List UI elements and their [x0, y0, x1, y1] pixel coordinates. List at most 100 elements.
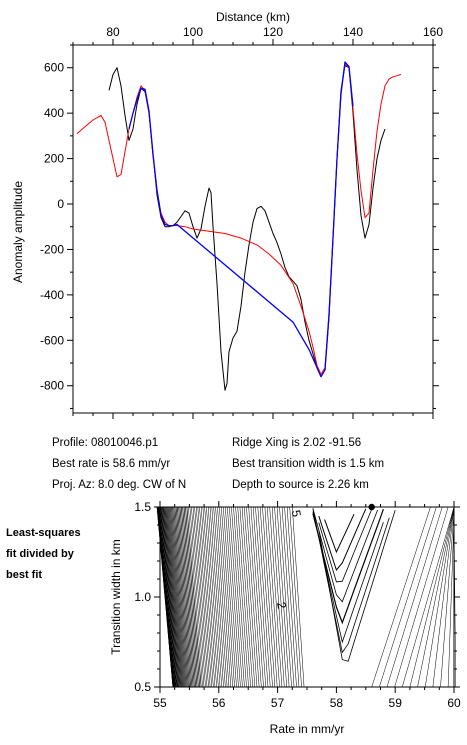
- side-label-line: best fit: [6, 569, 43, 581]
- contour-line: [440, 513, 455, 688]
- contour-line: [186, 506, 202, 688]
- contour-line: [279, 506, 292, 688]
- contour-line: [417, 506, 455, 688]
- contour-line: [192, 506, 208, 688]
- contour-line: [178, 506, 194, 688]
- y-axis-title: Anomaly amplitude: [11, 181, 25, 283]
- misfit-contour-chart: 5 2 55 56 57 58 59 60 0.5 1.0 1.5 Rate in mm/yr T…: [109, 500, 461, 736]
- contour-x-axis-title: Rate in mm/yr: [270, 722, 345, 736]
- series-line-2: [128, 61, 354, 378]
- contour-line: [195, 506, 211, 688]
- contour-line: [264, 506, 278, 688]
- y-tick-label: 600: [44, 61, 64, 75]
- contour-line: [276, 506, 290, 688]
- plot1-frame: [72, 44, 434, 414]
- contour-line: [173, 506, 189, 688]
- profile-name: Profile: 08010046.p1: [52, 437, 159, 449]
- contour-line: [176, 506, 193, 688]
- contour-line: [237, 506, 251, 688]
- x-tick-label: 140: [343, 25, 363, 39]
- contour-line: [194, 506, 209, 688]
- contour-line: [183, 506, 199, 688]
- x-tick-label: 58: [330, 696, 344, 710]
- contour-line: [164, 506, 180, 688]
- contour-line: [379, 506, 437, 688]
- contour-line: [180, 506, 197, 688]
- y-tick-label: 1.0: [134, 590, 151, 604]
- contour-line: [209, 506, 224, 688]
- contour-line: [286, 506, 300, 688]
- series-line-1: [76, 62, 402, 375]
- contour-y-axis-title: Transition width in km: [109, 539, 123, 655]
- contour-line: [168, 506, 185, 688]
- contour-line: [259, 506, 273, 688]
- contour-line: [432, 508, 455, 688]
- contour-line: [204, 506, 219, 688]
- contour-line: [217, 506, 232, 688]
- contour-line: [160, 506, 178, 688]
- contour-line: [394, 506, 449, 688]
- contour-line: [211, 506, 226, 688]
- contour-line: [402, 506, 455, 688]
- contour-line: [318, 509, 396, 662]
- y-tick-label: 0: [57, 197, 64, 211]
- contour-line: [215, 506, 230, 688]
- contour-line: [257, 506, 271, 688]
- contour-line: [274, 506, 287, 688]
- contour-line: [324, 513, 355, 554]
- contour-line: [200, 506, 216, 688]
- contour-line: [233, 506, 247, 688]
- contour-line: [175, 506, 192, 688]
- contour-line: [207, 506, 223, 688]
- contour-label: 2: [274, 601, 289, 610]
- contour-line: [267, 506, 280, 688]
- x-tick-label: 60: [447, 696, 461, 710]
- contour-line: [246, 506, 260, 688]
- contour-line: [166, 506, 183, 688]
- contour-label: 5: [289, 509, 304, 518]
- y-tick-label: -600: [40, 333, 64, 347]
- contour-line: [179, 506, 195, 688]
- best-rate: Best rate is 58.6 mm/yr: [52, 458, 171, 470]
- x-tick-label: 55: [153, 696, 167, 710]
- contour-line: [239, 506, 253, 688]
- x-tick-label: 160: [423, 25, 443, 39]
- contour-line: [223, 506, 237, 688]
- contour-line: [312, 508, 378, 603]
- contour-line: [250, 506, 264, 688]
- contour-line: [182, 506, 198, 688]
- contour-line: [191, 506, 206, 688]
- y-tick-label: 1.5: [134, 500, 151, 514]
- contour-line: [318, 509, 373, 583]
- ridge-crossing: Ridge Xing is 2.02 -91.56: [232, 437, 362, 449]
- contour-line: [229, 506, 243, 688]
- contour-line: [158, 506, 175, 688]
- contour-line: [424, 506, 455, 688]
- contour-line: [318, 508, 367, 572]
- contour-line: [447, 517, 455, 688]
- contour-line: [165, 506, 182, 688]
- contour-line: [312, 508, 390, 654]
- contour-line: [262, 506, 276, 688]
- anomaly-profile-chart: 80 100 120 140 160 600 400 200 0 -200 -400 -600 -800…: [11, 10, 443, 419]
- contour-line: [241, 506, 256, 688]
- x-tick-label: 120: [263, 25, 283, 39]
- contour-line: [281, 506, 295, 688]
- contour-line: [252, 506, 267, 688]
- contour-line: [371, 506, 431, 688]
- side-label: Least-squares fit divided by best fit: [6, 523, 81, 586]
- depth-to-source: Depth to source is 2.26 km: [232, 479, 369, 491]
- contour-line: [255, 506, 269, 688]
- y-tick-label: -400: [40, 288, 64, 302]
- contour-line: [189, 506, 205, 688]
- side-label-line: Least-squares: [6, 527, 81, 539]
- contour-line: [167, 506, 184, 688]
- contour-line: [160, 506, 177, 688]
- contour-line: [213, 506, 228, 688]
- contour-line: [225, 506, 239, 688]
- contour-line: [289, 506, 302, 688]
- contour-line: [157, 506, 175, 688]
- contour-line: [185, 506, 201, 688]
- contour-line: [269, 506, 283, 688]
